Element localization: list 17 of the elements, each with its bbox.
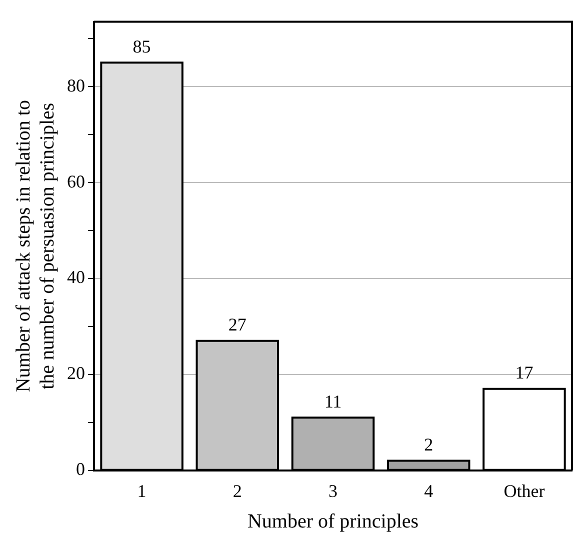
x-tick-label: Other — [504, 480, 545, 501]
data-label: 11 — [324, 391, 342, 412]
data-label: 2 — [424, 434, 434, 455]
y-axis-title: Number of attack steps in relation to the number of persuasion principles — [12, 100, 58, 392]
data-label: 27 — [228, 314, 246, 335]
y-tick-label: 0 — [76, 459, 85, 480]
x-tick-label: 2 — [232, 480, 242, 501]
y-tick-label: 40 — [67, 267, 85, 288]
data-label: 85 — [132, 36, 151, 56]
x-tick-label: 4 — [424, 480, 434, 501]
x-axis-title: Number of principles — [247, 510, 419, 532]
y-tick-label: 20 — [67, 363, 85, 384]
x-tick-label: 3 — [328, 480, 338, 501]
x-tick-label: 1 — [137, 480, 146, 501]
data-label: 17 — [515, 362, 534, 383]
y-tick-label: 60 — [67, 171, 85, 192]
y-tick-label: 80 — [67, 75, 85, 96]
